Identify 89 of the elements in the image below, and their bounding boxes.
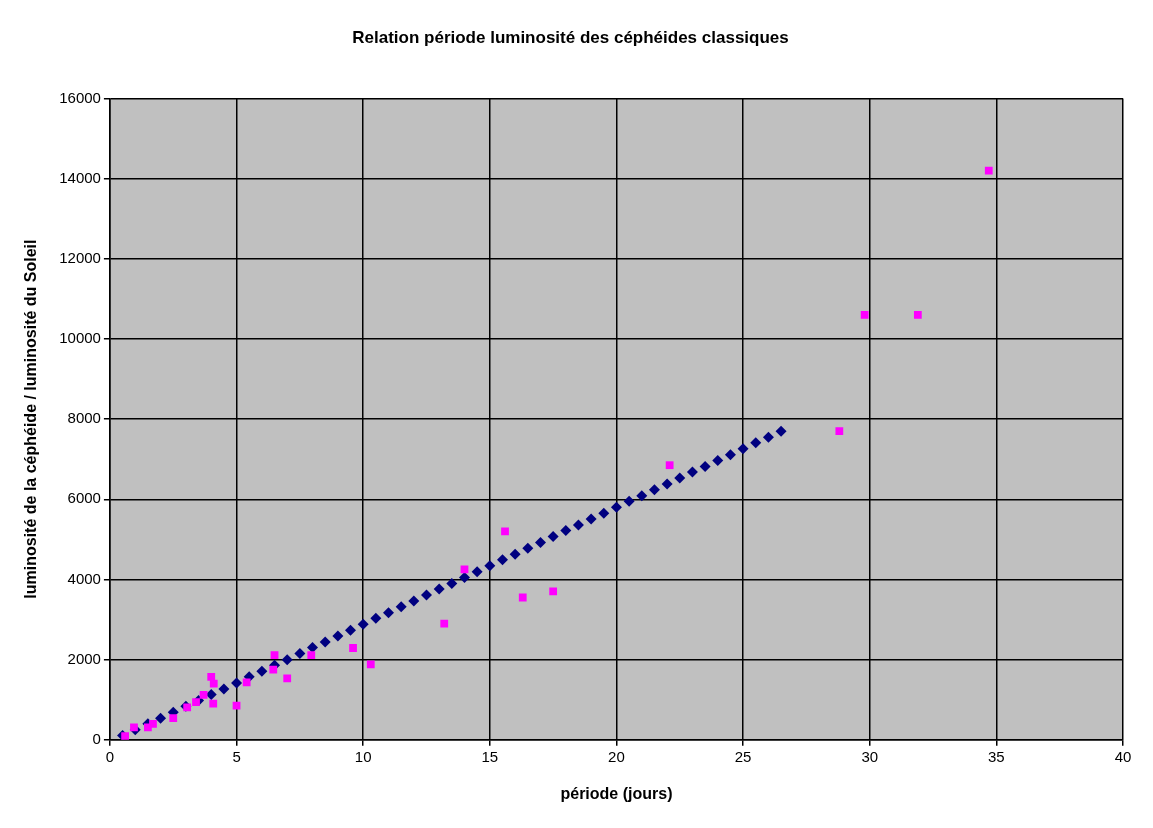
x-tick-label: 10 bbox=[354, 747, 372, 765]
chart-title: Relation période luminosité des céphéides classiques bbox=[352, 27, 789, 47]
point bbox=[522, 542, 534, 554]
point bbox=[281, 654, 293, 666]
point bbox=[737, 443, 749, 455]
x-tick-label: 5 bbox=[232, 747, 241, 765]
point bbox=[549, 587, 558, 596]
point bbox=[547, 531, 559, 543]
point bbox=[155, 712, 167, 724]
y-tick-label: 4000 bbox=[67, 569, 101, 587]
y-tick-label: 6000 bbox=[67, 489, 101, 507]
point bbox=[509, 548, 521, 560]
y-tick-label: 10000 bbox=[59, 329, 101, 347]
point bbox=[674, 472, 686, 484]
point bbox=[370, 612, 382, 624]
point bbox=[383, 607, 395, 619]
point bbox=[913, 310, 922, 319]
y-tick-label: 16000 bbox=[59, 88, 101, 106]
point bbox=[598, 507, 610, 519]
x-tick-label: 40 bbox=[1114, 747, 1132, 765]
point bbox=[283, 674, 292, 683]
point bbox=[560, 525, 572, 537]
point bbox=[242, 678, 251, 687]
point bbox=[750, 437, 762, 449]
y-tick-label: 2000 bbox=[67, 649, 101, 667]
y-tick-label: 14000 bbox=[59, 168, 101, 186]
x-tick-label: 15 bbox=[481, 747, 499, 765]
point bbox=[471, 566, 483, 578]
point bbox=[256, 665, 268, 677]
point bbox=[501, 527, 509, 536]
point bbox=[332, 630, 344, 642]
point bbox=[484, 560, 496, 572]
point bbox=[446, 577, 458, 589]
point bbox=[307, 651, 316, 660]
point bbox=[121, 732, 129, 740]
point bbox=[231, 677, 243, 689]
point bbox=[269, 665, 278, 674]
point bbox=[421, 589, 432, 601]
point bbox=[218, 683, 230, 695]
x-axis-title: période (jours) bbox=[560, 784, 673, 802]
x-tick-label: 0 bbox=[105, 747, 115, 765]
point bbox=[686, 466, 698, 478]
point bbox=[232, 701, 241, 710]
x-tick-label: 20 bbox=[608, 747, 625, 765]
point bbox=[661, 478, 673, 490]
x-tick-label: 35 bbox=[988, 747, 1005, 765]
point bbox=[395, 601, 407, 613]
point bbox=[345, 624, 357, 636]
point bbox=[294, 648, 306, 660]
point bbox=[149, 719, 157, 728]
point bbox=[496, 554, 508, 566]
point bbox=[408, 595, 420, 607]
point bbox=[357, 618, 369, 630]
point bbox=[433, 583, 445, 595]
y-tick-label: 8000 bbox=[67, 409, 101, 427]
point bbox=[192, 698, 200, 707]
point bbox=[534, 537, 546, 549]
point bbox=[610, 501, 622, 513]
point bbox=[636, 490, 648, 502]
point bbox=[270, 651, 279, 660]
point bbox=[623, 495, 635, 507]
point bbox=[207, 672, 216, 681]
point bbox=[775, 425, 787, 437]
point bbox=[699, 460, 711, 472]
point bbox=[835, 427, 844, 436]
point bbox=[860, 310, 869, 319]
point bbox=[209, 699, 218, 708]
x-tick-label: 25 bbox=[734, 747, 752, 765]
point bbox=[349, 644, 357, 652]
y-tick-label: 0 bbox=[92, 729, 101, 747]
y-axis-title: luminosité de la céphéide / luminosité du Soleil bbox=[22, 239, 40, 599]
point bbox=[712, 454, 724, 466]
point bbox=[984, 166, 993, 175]
point bbox=[648, 484, 660, 496]
point bbox=[130, 723, 138, 732]
point bbox=[319, 636, 331, 648]
point bbox=[209, 679, 218, 688]
point bbox=[440, 619, 449, 628]
point bbox=[366, 660, 375, 669]
x-tick-label: 30 bbox=[861, 747, 879, 765]
point bbox=[518, 593, 527, 602]
y-tick-label: 12000 bbox=[59, 248, 101, 266]
point bbox=[199, 691, 208, 699]
point bbox=[665, 461, 674, 470]
point bbox=[585, 513, 597, 525]
point bbox=[724, 449, 736, 461]
point bbox=[572, 519, 584, 531]
point bbox=[762, 431, 774, 443]
point bbox=[169, 714, 178, 723]
